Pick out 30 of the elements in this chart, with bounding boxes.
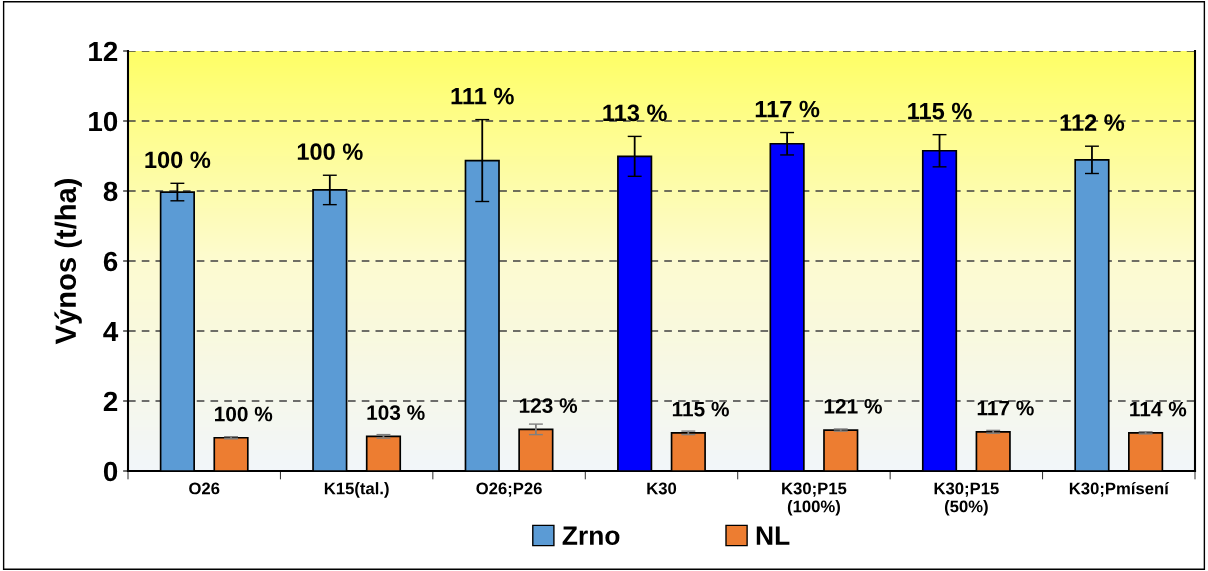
y-tick-label: 8 bbox=[103, 181, 118, 202]
y-tick-label: 2 bbox=[103, 391, 118, 412]
y-tick-label: 12 bbox=[89, 41, 118, 62]
annotation: 117 % bbox=[755, 100, 820, 118]
y-tick-label: 0 bbox=[103, 461, 118, 482]
annotation: 100 % bbox=[215, 406, 273, 422]
annotation: 121 % bbox=[824, 398, 882, 414]
annotation: 100 % bbox=[145, 151, 211, 169]
x-tick-label: O26 bbox=[189, 482, 220, 495]
annotation: 117 % bbox=[977, 400, 1034, 416]
x-tick-label: K15(tal.) bbox=[324, 482, 389, 498]
x-tick-label: K30;Pmísení bbox=[1069, 481, 1170, 497]
annotation: 100 % bbox=[297, 143, 363, 161]
x-tick-label: K30 bbox=[647, 482, 677, 495]
y-tick-label: 4 bbox=[103, 321, 119, 342]
x-tick-label: K30;P15 (50%) bbox=[934, 482, 999, 516]
y-tick-label: 10 bbox=[89, 111, 118, 132]
annotation: 114 % bbox=[1130, 401, 1187, 417]
annotation: 123 % bbox=[519, 398, 578, 414]
legend-label: NL bbox=[756, 526, 790, 545]
x-tick-label: K30;P15 (100%) bbox=[782, 482, 847, 516]
annotation: 103 % bbox=[367, 405, 425, 421]
annotation: 115 % bbox=[672, 401, 729, 417]
annotation: 113 % bbox=[603, 104, 667, 122]
y-tick-label: 6 bbox=[103, 251, 118, 272]
annotation: 115 % bbox=[908, 102, 972, 120]
legend-label: Zrno bbox=[562, 526, 620, 545]
x-tick-label: O26;P26 bbox=[476, 482, 542, 497]
annotation: 111 % bbox=[451, 87, 514, 105]
y-axis-title: Výnos (t/ha) bbox=[54, 178, 82, 345]
